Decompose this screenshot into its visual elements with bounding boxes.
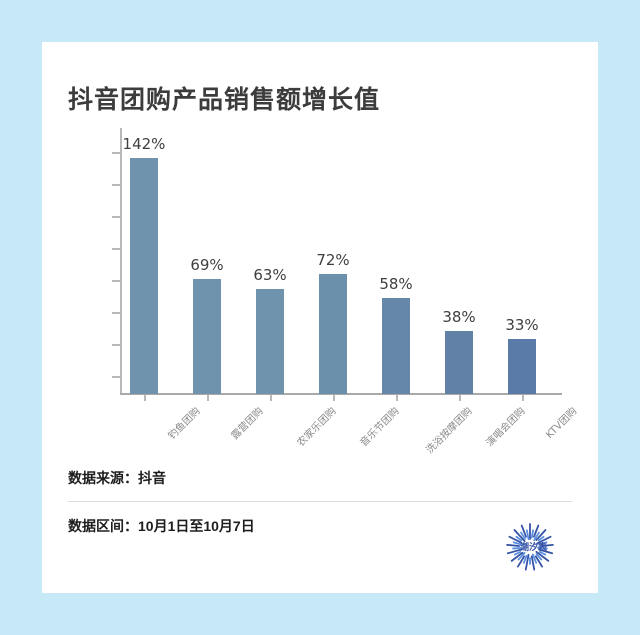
bar-item[interactable] — [492, 339, 552, 394]
y-axis-tick — [112, 152, 120, 154]
bar-rect[interactable] — [508, 339, 536, 394]
bar-chart-plot: 142% 69% 63% 72% 58% 38% 33% 钓鱼团购 露营团购 农家乐团购 音乐节团… — [72, 128, 579, 456]
bar-item[interactable] — [366, 298, 426, 394]
x-axis-tick — [396, 395, 398, 401]
x-axis-tick — [333, 395, 335, 401]
bar-value-label: 58% — [379, 275, 413, 293]
bar-item[interactable] — [429, 331, 489, 394]
bar-value-label: 63% — [253, 266, 287, 284]
brand-wordmark: 潮汐表 — [520, 542, 548, 552]
note-divider — [68, 501, 572, 502]
bar-rect[interactable] — [256, 289, 284, 394]
x-axis-category-label: 音乐节团购 — [358, 405, 402, 449]
x-axis-tick — [144, 395, 146, 401]
page-title: 抖音团购产品销售额增长值 — [68, 86, 381, 114]
footer-notes: 数据来源：抖音 数据区间：10月1日至10月7日 — [68, 454, 572, 549]
x-axis-tick — [270, 395, 272, 401]
bar-value-label: 72% — [316, 251, 350, 269]
bar-rect[interactable] — [319, 274, 347, 394]
bar-value-label: 69% — [190, 256, 224, 274]
brand-logo-icon — [494, 520, 570, 578]
bar-value-label: 33% — [505, 316, 539, 334]
x-axis-category-label: 洗浴按摩团购 — [424, 405, 475, 457]
y-axis-tick — [112, 376, 120, 378]
y-axis-tick — [112, 344, 120, 346]
x-axis-tick — [207, 395, 209, 401]
bar-item[interactable] — [114, 158, 174, 394]
bar-item[interactable] — [177, 279, 237, 394]
x-axis-category-label: 演唱会团购 — [484, 405, 528, 449]
y-axis-tick — [112, 280, 120, 282]
y-axis-tick — [112, 312, 120, 314]
y-axis-tick — [112, 184, 120, 186]
y-axis-tick — [112, 216, 120, 218]
x-axis-tick — [522, 395, 524, 401]
bar-value-label: 38% — [442, 308, 476, 326]
x-axis-category-label: 露营团购 — [229, 405, 266, 442]
y-axis-tick — [112, 248, 120, 250]
bar-rect[interactable] — [130, 158, 158, 394]
bar-value-label: 142% — [122, 135, 166, 153]
bar-rect[interactable] — [382, 298, 410, 394]
x-axis-line — [120, 393, 562, 395]
data-source-note: 数据来源：抖音 — [68, 470, 166, 486]
bar-rect[interactable] — [193, 279, 221, 394]
bar-item[interactable] — [303, 274, 363, 394]
bar-item[interactable] — [240, 289, 300, 394]
x-axis-tick — [459, 395, 461, 401]
x-axis-category-label: 农家乐团购 — [295, 405, 339, 449]
x-axis-category-label: 钓鱼团购 — [166, 405, 203, 442]
bar-rect[interactable] — [445, 331, 473, 394]
x-axis-category-label: KTV团购 — [544, 405, 580, 441]
data-range-note: 数据区间：10月1日至10月7日 — [68, 518, 255, 534]
y-axis-line — [120, 128, 122, 394]
chart-card: 抖音团购产品销售额增长值 142% 69% 63% 72% 58% 38% 33% 钓鱼团购… — [42, 42, 598, 593]
